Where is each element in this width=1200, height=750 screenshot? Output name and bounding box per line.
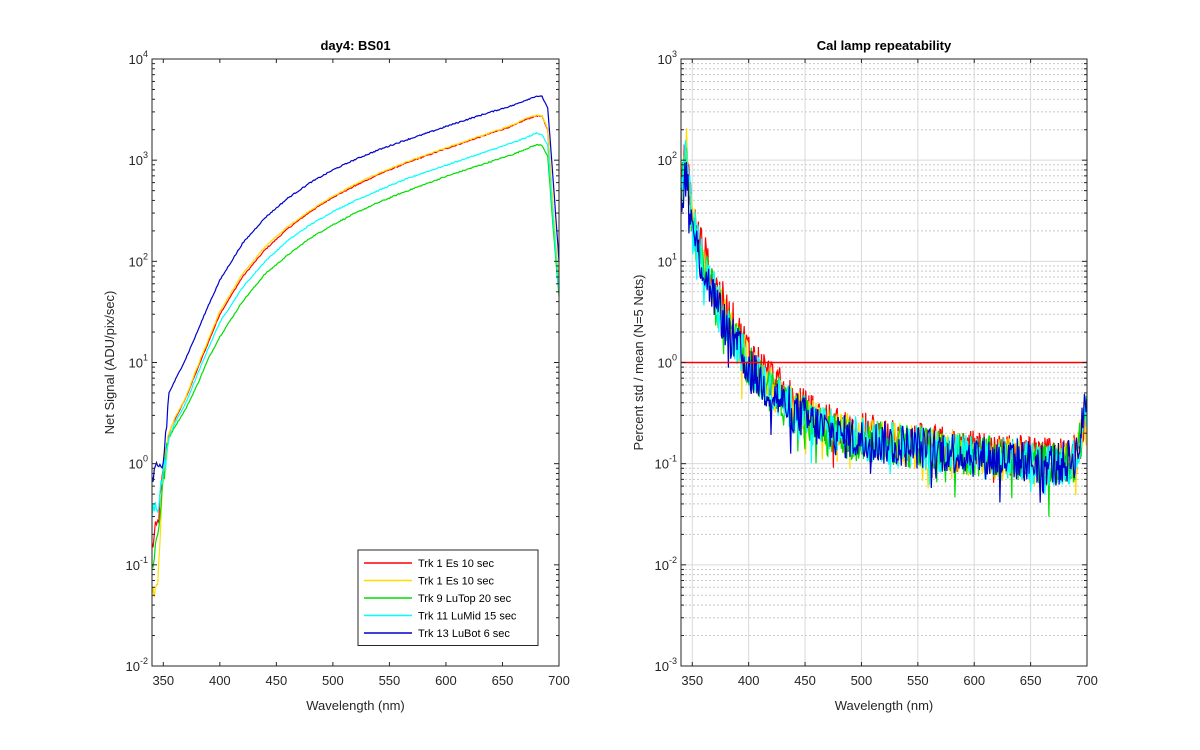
legend-box — [357, 549, 539, 646]
x-tick-label: 400 — [738, 673, 760, 688]
y-tick-label: 103 — [658, 49, 677, 67]
x-tick-label: 500 — [322, 673, 344, 688]
y-tick-label: 101 — [129, 353, 148, 371]
x-tick-label: 600 — [435, 673, 457, 688]
x-axis-label: Wavelength (nm) — [835, 698, 934, 713]
x-tick-label: 650 — [1020, 673, 1042, 688]
legend-label: Trk 9 LuTop 20 sec — [418, 593, 512, 605]
series-lines — [151, 95, 560, 598]
series-line-3 — [151, 143, 560, 569]
chart-title: Cal lamp repeatability — [817, 38, 952, 53]
chart-1: 350 400 450 500 550 600 650 700 10-2 10-1 100 101 10… — [102, 38, 570, 713]
x-tick-label: 700 — [548, 673, 570, 688]
x-tick-label: 400 — [209, 673, 231, 688]
x-tick-label: 350 — [681, 673, 703, 688]
x-tick-label: 550 — [379, 673, 401, 688]
x-tick-label: 450 — [266, 673, 288, 688]
y-axis-label: Percent std / mean (N=5 Nets) — [631, 275, 646, 451]
y-tick-label: 101 — [658, 251, 677, 269]
x-tick-label: 350 — [152, 673, 174, 688]
legend-label: Trk 11 LuMid 15 sec — [418, 611, 517, 623]
y-tick-label: 104 — [129, 49, 148, 67]
series-lines — [680, 128, 1088, 517]
y-tick-label: 10-3 — [655, 656, 677, 674]
x-tick-label: 600 — [963, 673, 985, 688]
y-tick-label: 10-1 — [126, 555, 148, 573]
series-line-4 — [151, 132, 560, 516]
y-tick-label: 103 — [129, 150, 148, 168]
y-tick-label: 102 — [658, 150, 677, 168]
x-tick-label: 650 — [492, 673, 514, 688]
x-axis-label: Wavelength (nm) — [306, 698, 405, 713]
y-tick-label: 102 — [129, 251, 148, 269]
legend-label: Trk 1 Es 10 sec — [418, 576, 495, 588]
y-tick-label: 10-1 — [655, 454, 677, 472]
y-axis-label: Net Signal (ADU/pix/sec) — [102, 291, 117, 435]
x-tick-label: 500 — [851, 673, 873, 688]
series-line-2 — [151, 114, 560, 598]
chart-title: day4: BS01 — [320, 38, 390, 53]
x-tick-label: 450 — [794, 673, 816, 688]
y-tick-label: 100 — [129, 454, 148, 472]
legend-label: Trk 1 Es 10 sec — [418, 558, 495, 570]
series-line-5 — [151, 95, 560, 482]
legend: Trk 1 Es 10 sec Trk 1 Es 10 sec Trk 9 LuTo… — [357, 549, 539, 646]
y-tick-label: 10-2 — [126, 656, 148, 674]
legend-label: Trk 13 LuBot 6 sec — [418, 628, 510, 640]
y-tick-label: 100 — [658, 353, 677, 371]
chart-2: 350 400 450 500 550 600 650 700 10-3 10-2 10-1 100 1… — [631, 38, 1098, 713]
x-tick-label: 700 — [1076, 673, 1098, 688]
y-tick-label: 10-2 — [655, 555, 677, 573]
x-tick-label: 550 — [907, 673, 929, 688]
series-line-5 — [680, 161, 1088, 503]
